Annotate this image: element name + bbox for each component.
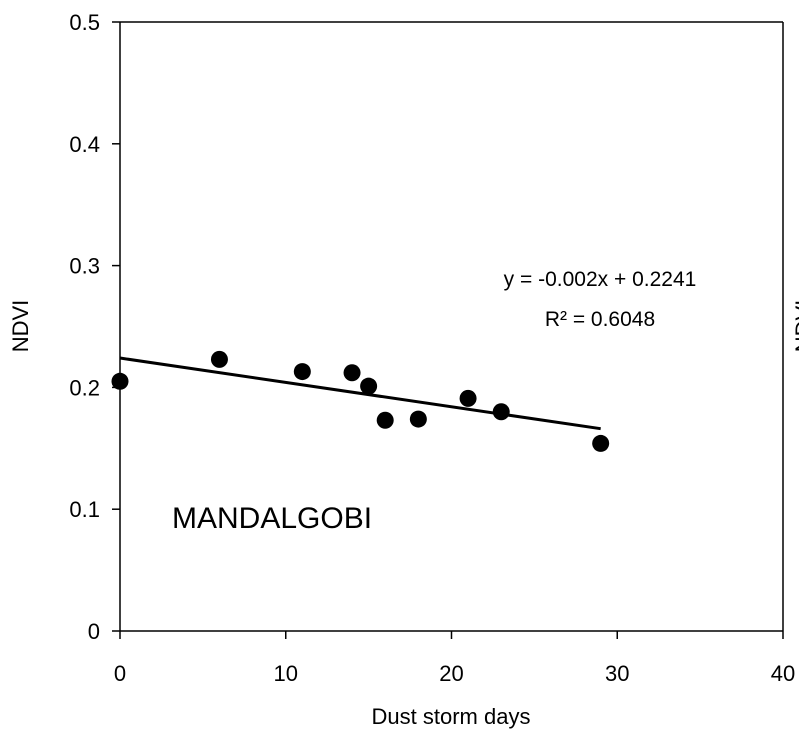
clipped-neighbor-label: NDVI xyxy=(791,300,799,353)
y-tick-label: 0.5 xyxy=(69,10,100,35)
station-label: MANDALGOBI xyxy=(172,502,372,535)
data-point xyxy=(343,364,361,382)
x-axis-ticks: 0 10 20 30 40 xyxy=(114,631,795,686)
y-axis-ticks: 0 0.1 0.2 0.3 0.4 0.5 xyxy=(69,10,120,644)
trendline-r-squared: R² = 0.6048 xyxy=(545,308,655,331)
x-tick-label: 0 xyxy=(114,661,126,686)
y-tick-label: 0.4 xyxy=(69,132,100,157)
x-tick-label: 10 xyxy=(274,661,298,686)
y-tick-label: 0.2 xyxy=(69,375,100,400)
x-tick-label: 30 xyxy=(605,661,629,686)
y-tick-label: 0 xyxy=(88,619,100,644)
data-point xyxy=(492,403,510,421)
data-point xyxy=(210,350,228,368)
x-tick-label: 40 xyxy=(771,661,795,686)
data-point xyxy=(376,411,394,429)
y-axis-title: NDVI xyxy=(8,300,33,353)
y-tick-label: 0.3 xyxy=(69,254,100,279)
data-point xyxy=(111,372,129,390)
trendline-group xyxy=(119,356,601,431)
data-point xyxy=(459,389,477,407)
data-point xyxy=(293,363,311,381)
data-point xyxy=(409,410,427,428)
data-point xyxy=(360,377,378,395)
trendline-equation: y = -0.002x + 0.2241 xyxy=(504,268,697,291)
data-points xyxy=(111,350,610,452)
y-tick-label: 0.1 xyxy=(69,497,100,522)
x-axis-title: Dust storm days xyxy=(372,704,531,729)
data-point xyxy=(592,434,610,452)
x-tick-label: 20 xyxy=(439,661,463,686)
trendline xyxy=(119,356,601,431)
